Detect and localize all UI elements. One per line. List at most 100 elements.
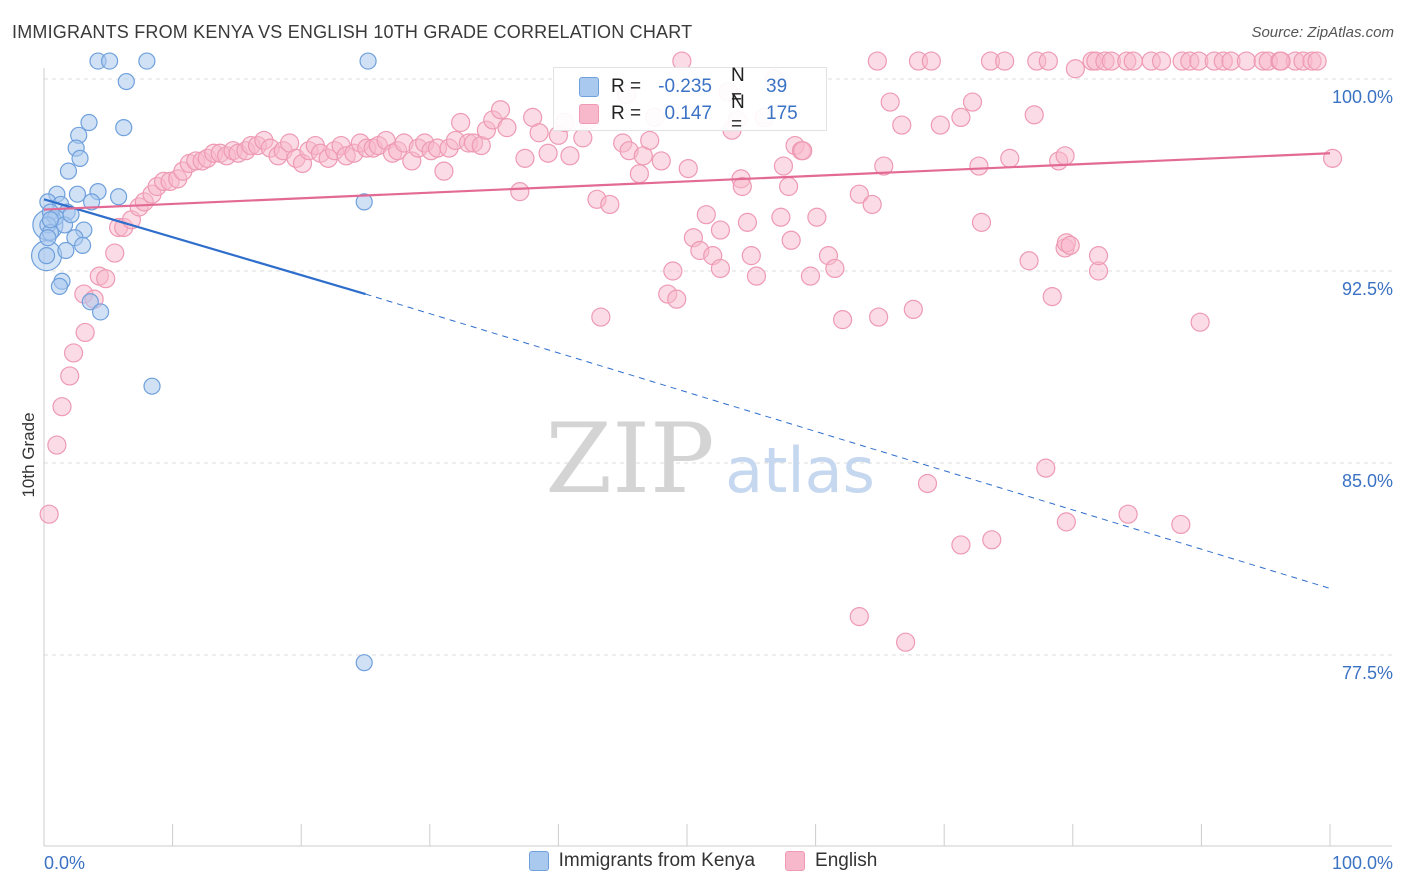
english-point (746, 266, 767, 286)
english-point (696, 205, 716, 225)
watermark-atlas: atlas (725, 434, 875, 507)
y-tick-label: 85.0% (1342, 471, 1393, 491)
y-tick-label: 92.5% (1342, 279, 1393, 299)
kenya-point (91, 303, 110, 321)
english-point (47, 435, 67, 455)
kenya-point (73, 236, 92, 254)
english-point (39, 504, 59, 524)
english-point (75, 322, 95, 343)
english-point (538, 143, 558, 163)
english-point (807, 207, 827, 227)
x-tick-label-min: 0.0% (44, 853, 85, 873)
english-point (971, 212, 992, 232)
english-point (995, 51, 1015, 71)
english-point (849, 606, 869, 627)
english-point (573, 128, 593, 148)
kenya-point (68, 185, 87, 203)
english-point (560, 146, 580, 166)
english-point (600, 194, 620, 215)
english-point (434, 161, 454, 181)
grid-layer (44, 78, 1392, 656)
english-point (930, 115, 950, 135)
english-point (663, 261, 683, 281)
english-point (1236, 51, 1257, 71)
legend-swatch-kenya (528, 851, 549, 871)
english-point (1036, 458, 1056, 478)
kenya-point (81, 293, 99, 311)
english-point (771, 207, 791, 227)
english-point (951, 107, 971, 128)
english-point (737, 212, 758, 232)
legend-item-kenya[interactable]: Immigrants from Kenya (528, 850, 755, 872)
english-point (52, 397, 72, 417)
english-point (874, 156, 894, 176)
kenya-point (109, 188, 128, 206)
english-point (982, 530, 1002, 550)
english-trend-line (43, 152, 1331, 211)
english-point (781, 230, 801, 250)
kenya-point (355, 193, 373, 211)
english-point (490, 100, 511, 120)
source-credit: Source: ZipAtlas.com (1251, 24, 1394, 41)
english-point (1000, 148, 1020, 168)
english-point (529, 123, 549, 143)
kenya-point (82, 193, 101, 211)
kenya-point (117, 72, 135, 91)
english-point (793, 141, 813, 161)
trend-lines (43, 152, 1331, 589)
english-point (651, 151, 671, 171)
english-point (800, 266, 821, 286)
english-point (667, 289, 687, 309)
english-point (778, 176, 799, 197)
stats-swatch-english (579, 104, 599, 124)
kenya-point (143, 377, 161, 395)
y-tick-label: 77.5% (1342, 663, 1393, 683)
stats-r-label-english: R = (611, 103, 642, 124)
stats-r-value-english: 0.147 (664, 103, 712, 124)
english-point (105, 243, 125, 263)
english-point (510, 182, 530, 202)
stats-box: R = -0.235 N = 39 R = 0.147 N = 175 (553, 65, 827, 135)
english-point (921, 51, 941, 71)
english-point (1019, 251, 1039, 271)
english-point (1171, 514, 1191, 535)
english-point (892, 115, 912, 135)
stats-swatch-kenya (579, 77, 599, 97)
kenya-point (71, 149, 89, 167)
kenya-point (359, 52, 377, 70)
stats-r-value-kenya: -0.235 (658, 76, 712, 97)
legend-label-english: English (815, 850, 878, 871)
english-point (1042, 287, 1062, 307)
english-point (1322, 148, 1343, 168)
stats-n-label-kenya: N = (731, 65, 745, 108)
stats-n-value-english: 175 (766, 103, 798, 124)
english-point (629, 164, 650, 184)
english-point (1056, 512, 1076, 532)
english-point (833, 310, 853, 330)
kenya-point (57, 241, 75, 260)
english-point (732, 176, 752, 197)
english-point (678, 159, 698, 179)
english-point (640, 130, 660, 151)
stats-n-value-kenya: 39 (766, 76, 788, 97)
english-point (1123, 51, 1143, 71)
english-point (825, 258, 845, 279)
english-point (1118, 504, 1138, 524)
english-point (497, 118, 517, 138)
english-point (96, 269, 116, 289)
kenya-point (41, 211, 60, 229)
english-point (880, 92, 900, 112)
x-tick-label-max: 100.0% (1332, 853, 1393, 873)
axis-layer: 100.0% 92.5% 85.0% 77.5% (43, 68, 1393, 847)
english-point (1190, 312, 1210, 332)
english-point (741, 246, 761, 266)
kenya-trend-extrapolation (365, 293, 1331, 589)
legend-item-english[interactable]: English (785, 850, 877, 872)
kenya-point (59, 162, 78, 180)
english-point (1307, 51, 1327, 71)
english-point (849, 184, 869, 204)
english-point (515, 148, 535, 168)
english-point (969, 156, 989, 176)
kenya-point (355, 654, 373, 672)
